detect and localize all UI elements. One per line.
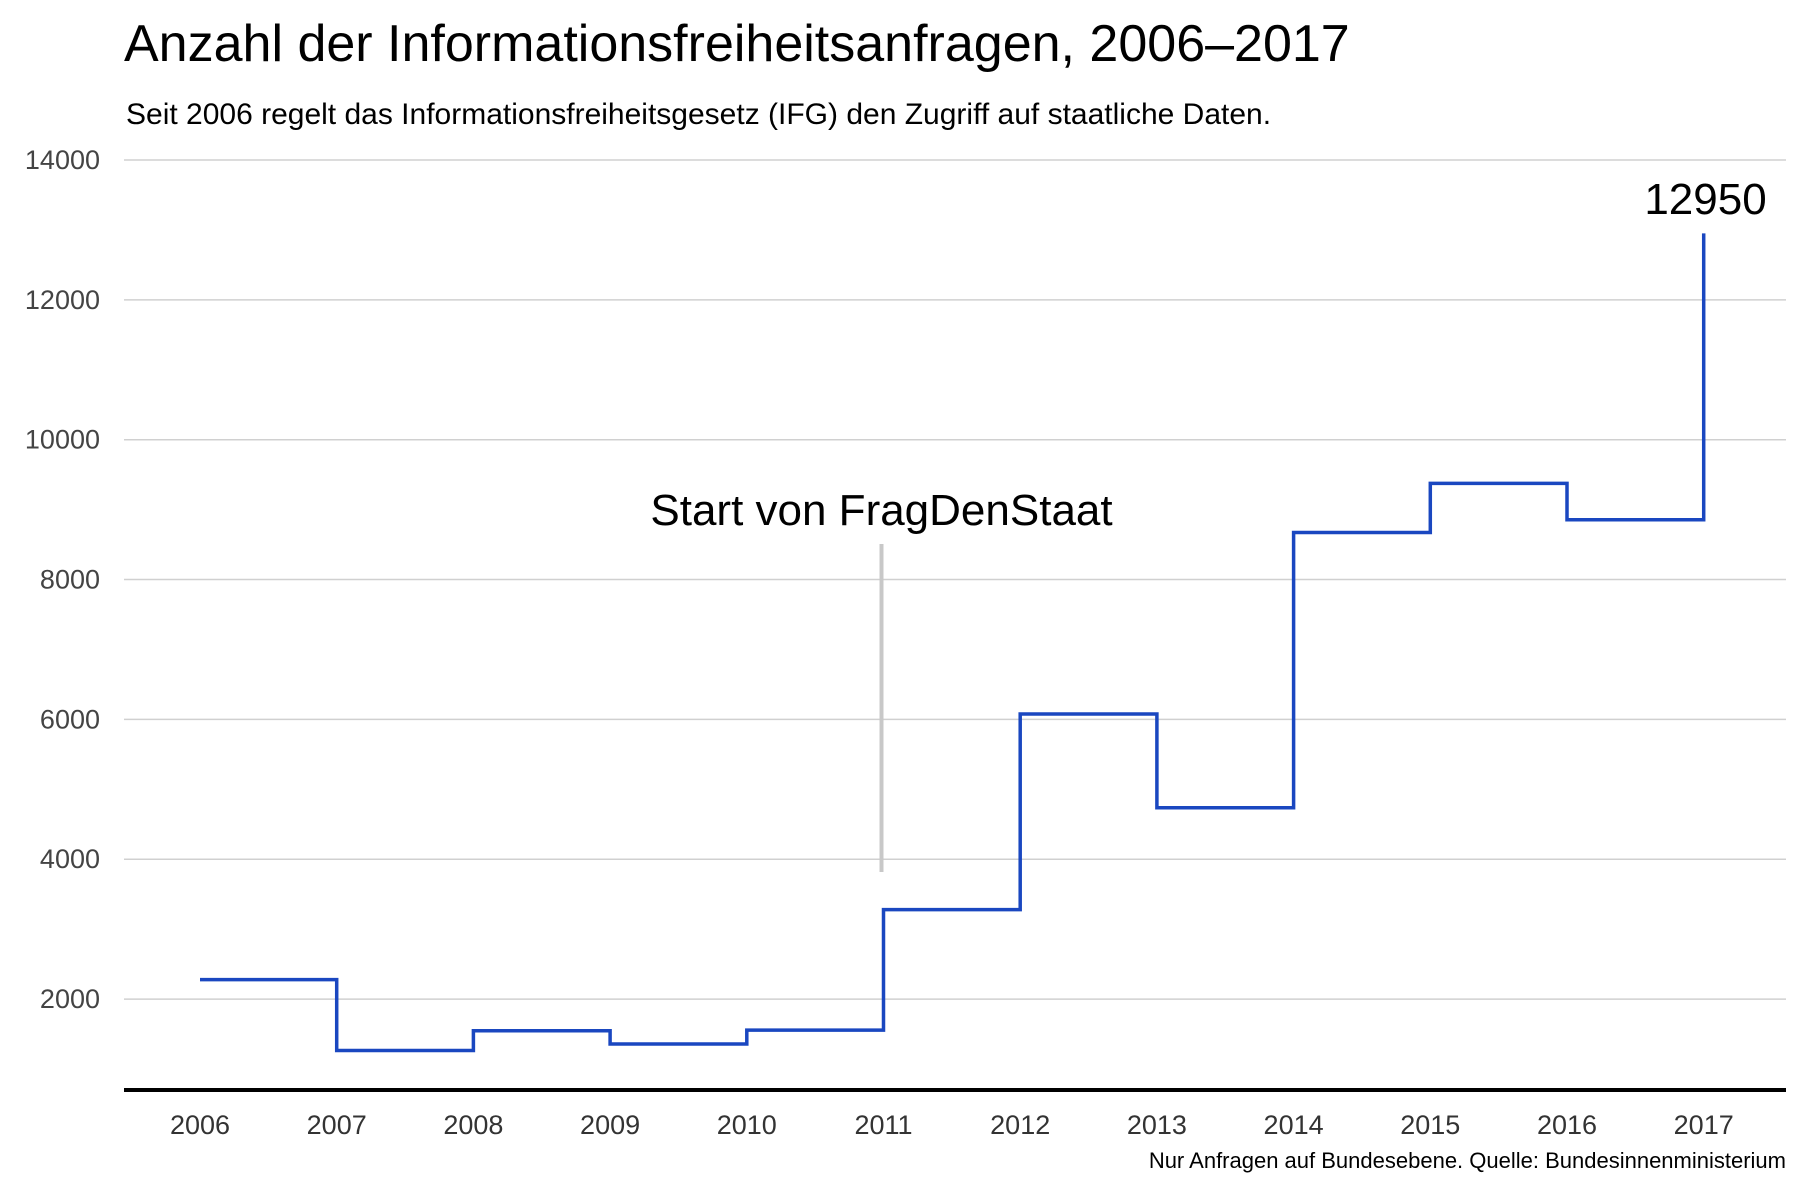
x-tick-label: 2012 [990,1110,1050,1140]
x-tick-label: 2014 [1264,1110,1324,1140]
y-tick-label: 14000 [25,145,100,175]
y-tick-label: 8000 [40,565,100,595]
y-tick-label: 4000 [40,844,100,874]
x-tick-label: 2010 [717,1110,777,1140]
x-tick-label: 2007 [307,1110,367,1140]
x-tick-label: 2017 [1674,1110,1734,1140]
y-tick-label: 10000 [25,425,100,455]
end-value-label: 12950 [1644,175,1766,224]
x-tick-label: 2011 [854,1110,912,1140]
y-tick-label: 6000 [40,704,100,734]
y-tick-label: 2000 [40,984,100,1014]
y-tick-label: 12000 [25,285,100,315]
x-tick-label: 2008 [443,1110,503,1140]
x-tick-label: 2013 [1127,1110,1187,1140]
series-step-line [200,233,1706,1053]
x-tick-label: 2016 [1537,1110,1597,1140]
source-note: Nur Anfragen auf Bundesebene. Quelle: Bu… [1148,1148,1786,1173]
x-tick-label: 2006 [170,1110,230,1140]
x-tick-label: 2015 [1400,1110,1460,1140]
chart-title: Anzahl der Informationsfreiheitsanfragen… [124,15,1350,73]
annotation-label: Start von FragDenStaat [650,486,1112,535]
x-tick-label: 2009 [580,1110,640,1140]
chart-subtitle: Seit 2006 regelt das Informationsfreihei… [126,98,1272,131]
